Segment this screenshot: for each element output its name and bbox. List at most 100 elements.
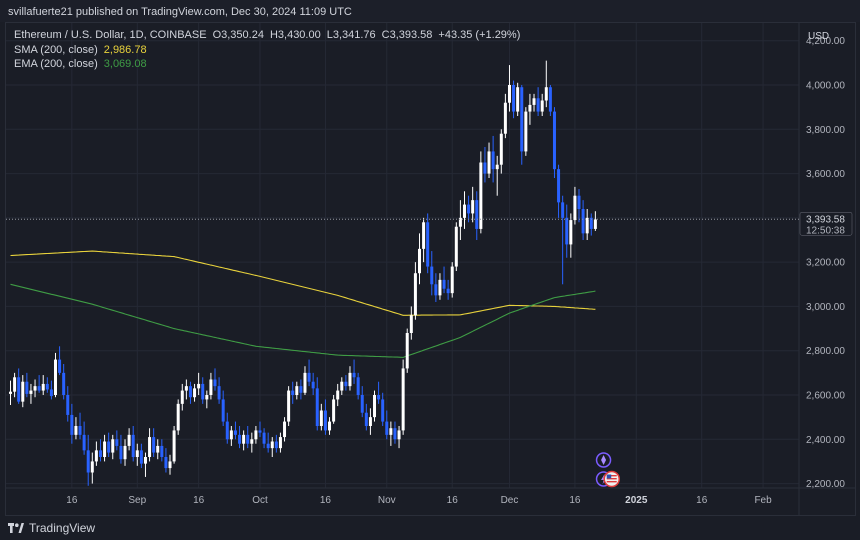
candle-body-up[interactable] <box>13 377 17 392</box>
candle-body-down[interactable] <box>233 430 237 435</box>
candle-body-down[interactable] <box>291 390 295 395</box>
candle-body-down[interactable] <box>434 284 438 296</box>
sma-label[interactable]: SMA (200, close) <box>14 43 98 56</box>
candle-body-up[interactable] <box>397 430 401 440</box>
candle-body-up[interactable] <box>303 372 307 393</box>
candle-body-down[interactable] <box>266 443 270 449</box>
candle-body-down[interactable] <box>86 450 90 473</box>
candle-body-up[interactable] <box>450 266 454 294</box>
candle-body-up[interactable] <box>111 439 115 453</box>
ema-indicator-row[interactable]: EMA (200, close) 3,069.08 <box>14 57 520 72</box>
candle-body-up[interactable] <box>270 441 274 449</box>
candle-body-down[interactable] <box>58 359 62 373</box>
candle-body-up[interactable] <box>127 434 131 446</box>
candle-body-down[interactable] <box>536 98 540 112</box>
candle-body-up[interactable] <box>528 104 532 112</box>
ema-label[interactable]: EMA (200, close) <box>14 58 98 70</box>
candle-body-up[interactable] <box>250 439 254 444</box>
candle-body-down[interactable] <box>315 388 319 426</box>
candle-body-up[interactable] <box>401 368 405 431</box>
candle-body-up[interactable] <box>172 430 176 462</box>
candle-body-down[interactable] <box>164 457 168 469</box>
symbol-title[interactable]: Ethereum / U.S. Dollar, 1D, COINBASE <box>14 29 207 41</box>
candle-body-up[interactable] <box>33 386 37 391</box>
candle-body-up[interactable] <box>319 410 323 427</box>
candle-body-up[interactable] <box>389 428 393 435</box>
candle-body-down[interactable] <box>217 386 221 400</box>
candle-body-up[interactable] <box>21 381 25 402</box>
candle-body-up[interactable] <box>287 390 291 422</box>
candle-body-up[interactable] <box>176 403 180 431</box>
candle-body-up[interactable] <box>328 421 332 431</box>
candle-body-up[interactable] <box>471 200 475 214</box>
candle-body-up[interactable] <box>53 359 57 395</box>
candle-body-down[interactable] <box>262 432 266 444</box>
candle-body-up[interactable] <box>180 390 184 404</box>
candle-body-up[interactable] <box>197 383 201 389</box>
candle-body-up[interactable] <box>205 395 209 400</box>
candle-body-down[interactable] <box>82 434 86 451</box>
candle-body-up[interactable] <box>90 461 94 473</box>
candle-body-down[interactable] <box>25 381 29 394</box>
candle-body-up[interactable] <box>507 85 511 103</box>
candle-body-up[interactable] <box>184 386 188 391</box>
candle-body-up[interactable] <box>418 248 421 274</box>
candle-body-up[interactable] <box>524 111 528 152</box>
candle-body-up[interactable] <box>148 437 152 457</box>
candle-body-up[interactable] <box>532 98 536 105</box>
candle-body-down[interactable] <box>561 202 565 218</box>
candle-body-up[interactable] <box>593 219 597 229</box>
candle-body-down[interactable] <box>520 87 524 152</box>
candle-body-down[interactable] <box>381 399 385 422</box>
candle-body-down[interactable] <box>307 372 311 382</box>
tradingview-logo[interactable]: TradingView <box>8 521 95 535</box>
candle-body-down[interactable] <box>475 200 479 229</box>
candle-body-up[interactable] <box>405 333 409 369</box>
candle-body-up[interactable] <box>373 395 377 418</box>
candle-body-down[interactable] <box>364 412 368 426</box>
candle-body-up[interactable] <box>41 383 45 391</box>
candle-body-down[interactable] <box>274 441 278 449</box>
candle-body-up[interactable] <box>540 100 544 112</box>
candle-body-up[interactable] <box>544 87 548 101</box>
candle-body-up[interactable] <box>573 195 577 221</box>
candle-body-down[interactable] <box>512 85 516 112</box>
candle-body-down[interactable] <box>442 279 446 289</box>
candle-body-up[interactable] <box>422 222 426 249</box>
candle-body-up[interactable] <box>254 430 258 440</box>
candle-body-down[interactable] <box>152 437 156 453</box>
candle-body-down[interactable] <box>393 428 397 440</box>
candle-body-down[interactable] <box>160 445 164 457</box>
candle-body-down[interactable] <box>430 266 434 285</box>
candle-body-down[interactable] <box>258 430 262 433</box>
candle-body-down[interactable] <box>107 441 111 453</box>
candle-body-up[interactable] <box>479 162 483 229</box>
candle-body-up[interactable] <box>503 102 507 134</box>
candle-body-down[interactable] <box>119 445 123 460</box>
candle-body-up[interactable] <box>9 391 12 394</box>
candle-body-up[interactable] <box>332 399 336 422</box>
candle-body-down[interactable] <box>49 389 53 397</box>
candle-body-up[interactable] <box>487 151 491 174</box>
candle-body-down[interactable] <box>344 381 348 387</box>
candle-body-up[interactable] <box>499 133 503 165</box>
candle-body-up[interactable] <box>193 388 197 398</box>
candle-body-up[interactable] <box>409 315 413 333</box>
candle-body-down[interactable] <box>213 379 217 387</box>
candle-body-up[interactable] <box>156 445 160 453</box>
candle-body-down[interactable] <box>385 421 389 435</box>
candle-body-down[interactable] <box>548 87 552 112</box>
candle-body-down[interactable] <box>238 434 242 444</box>
candle-body-down[interactable] <box>139 450 143 464</box>
candle-body-down[interactable] <box>557 169 561 203</box>
candle-body-down[interactable] <box>323 410 327 431</box>
candle-body-up[interactable] <box>94 450 98 462</box>
candle-body-up[interactable] <box>569 220 573 245</box>
symbol-row[interactable]: Ethereum / U.S. Dollar, 1D, COINBASE O3,… <box>14 28 520 43</box>
candle-body-down[interactable] <box>565 217 569 245</box>
candle-body-up[interactable] <box>283 421 287 438</box>
candle-body-down[interactable] <box>62 372 66 395</box>
candle-body-down[interactable] <box>299 386 303 393</box>
candle-body-down[interactable] <box>201 383 205 400</box>
